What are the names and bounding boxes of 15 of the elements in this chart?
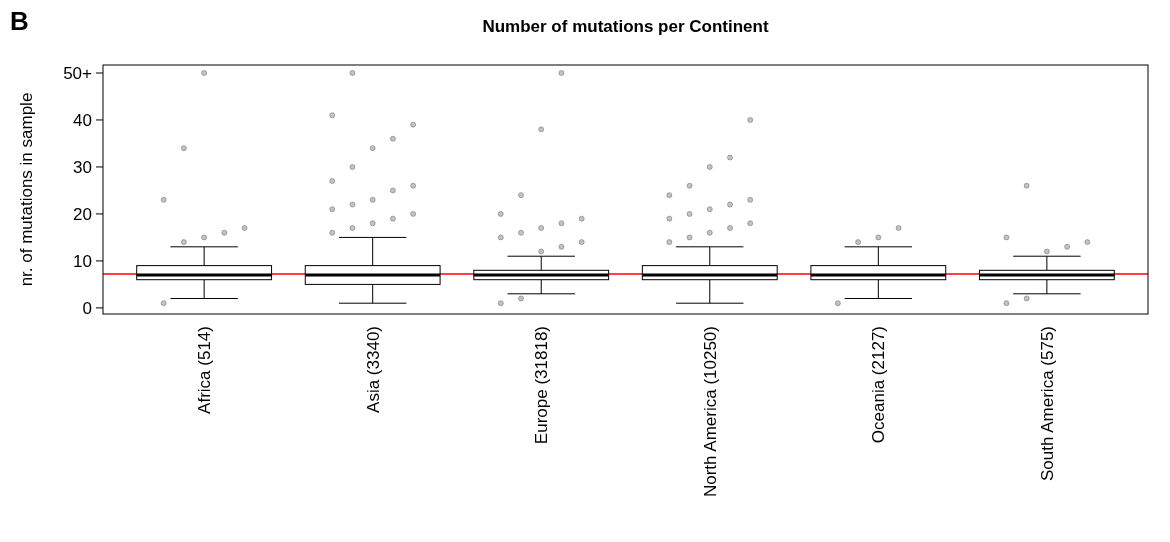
- y-tick-label: 30: [73, 157, 92, 177]
- x-tick-label: Europe (31818): [532, 326, 552, 445]
- x-tick-label: Africa (514): [195, 326, 215, 414]
- x-tick-label: North America (10250): [700, 326, 720, 498]
- x-tick-label: Oceania (2127): [869, 326, 889, 444]
- y-tick-label: 20: [73, 204, 92, 224]
- x-tick-label: South America (575): [1037, 326, 1057, 481]
- y-axis-title: nr. of mutations in sample: [17, 92, 36, 287]
- chart-title: Number of mutations per Continent: [482, 17, 769, 36]
- text: B: [10, 6, 29, 36]
- y-tick-label: 0: [82, 298, 92, 318]
- y-tick-label: 40: [73, 110, 92, 130]
- y-tick-label: 50+: [63, 63, 93, 83]
- x-tick-label: Asia (3340): [363, 326, 383, 413]
- y-tick-label: 10: [73, 251, 92, 271]
